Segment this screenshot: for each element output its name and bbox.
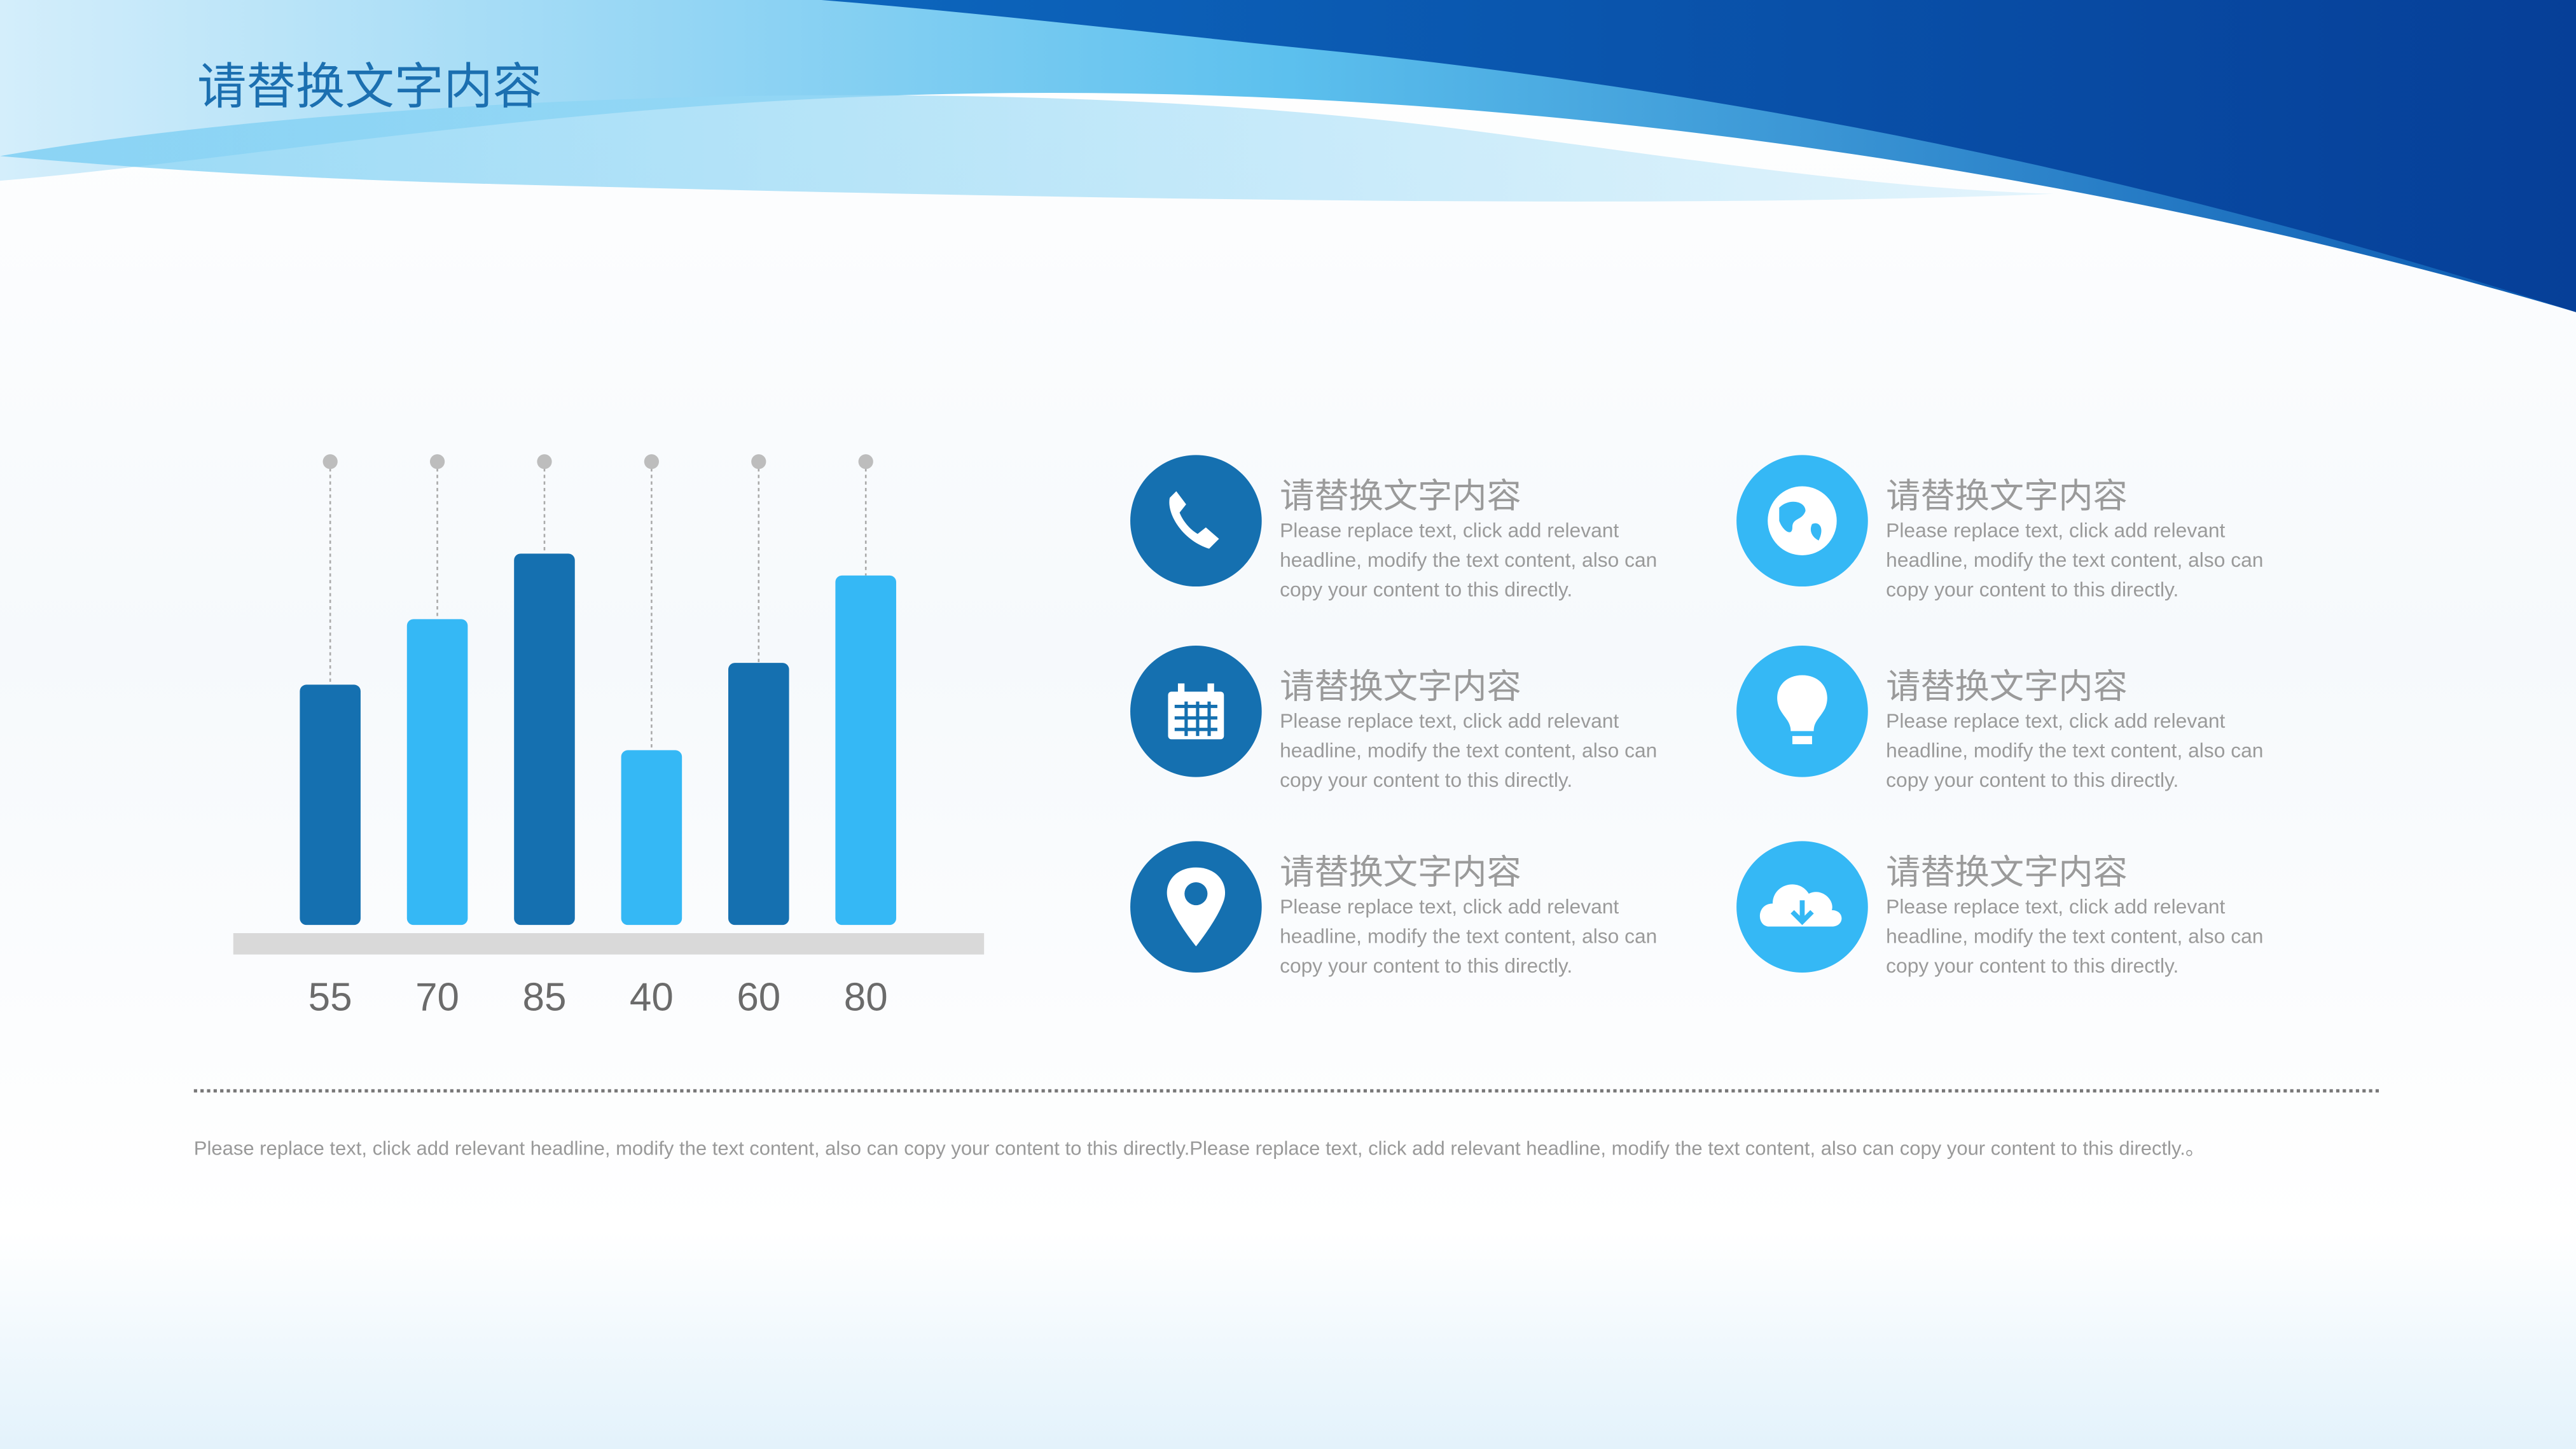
item-text: Please replace text, click add relevant … <box>1280 519 1658 602</box>
value-label: 40 <box>630 975 674 1019</box>
wave <box>0 95 2054 202</box>
bar <box>621 750 682 926</box>
bar <box>728 663 789 926</box>
item-title: 请替换文字内容 <box>1886 667 2128 707</box>
guide-dot <box>644 454 660 469</box>
item-text: Please replace text, click add relevant … <box>1886 519 2264 602</box>
bar-chart: 55 70 85 40 60 80 <box>233 454 985 1019</box>
value-label: 60 <box>737 975 780 1019</box>
guide-dot <box>322 454 338 469</box>
icon <box>1736 841 1868 973</box>
guide-dot <box>858 454 873 469</box>
item-text: Please replace text, click add relevant … <box>1280 895 1658 978</box>
title: 请替换文字内容 <box>197 59 543 117</box>
icon-glyph <box>1168 683 1224 740</box>
item-title: 请替换文字内容 <box>1886 852 2128 892</box>
icon <box>1736 646 1868 777</box>
guide-dot <box>751 454 766 469</box>
guide-dot <box>537 454 552 469</box>
footer-text: Please replace text, click add relevant … <box>193 1137 2205 1160</box>
icon-glyph <box>1169 491 1219 549</box>
guide-dot <box>429 454 445 469</box>
icon-circle <box>1130 455 1262 587</box>
value-label: 70 <box>415 975 459 1019</box>
bar <box>835 575 896 926</box>
icon-glyph <box>1768 486 1837 555</box>
value-label: 80 <box>844 975 888 1019</box>
item-text: Please replace text, click add relevant … <box>1280 709 1658 792</box>
bar <box>514 553 575 926</box>
item-title: 请替换文字内容 <box>1280 667 1521 707</box>
item-title: 请替换文字内容 <box>1280 476 1521 516</box>
icon-glyph <box>1777 675 1827 744</box>
icon <box>1130 455 1262 587</box>
item-text: Please replace text, click add relevant … <box>1886 895 2264 978</box>
bar <box>300 684 361 926</box>
icon <box>1130 841 1262 973</box>
wave <box>821 0 2576 312</box>
icon <box>1130 646 1262 777</box>
baseline <box>233 933 985 955</box>
icon <box>1736 455 1868 587</box>
icon-glyph <box>1167 867 1226 946</box>
item-title: 请替换文字内容 <box>1886 476 2128 516</box>
value-label: 55 <box>308 975 352 1019</box>
bar <box>406 619 468 926</box>
item-text: Please replace text, click add relevant … <box>1886 709 2264 792</box>
item-title: 请替换文字内容 <box>1280 852 1521 892</box>
value-label: 85 <box>523 975 567 1019</box>
icon-glyph <box>1759 884 1842 927</box>
